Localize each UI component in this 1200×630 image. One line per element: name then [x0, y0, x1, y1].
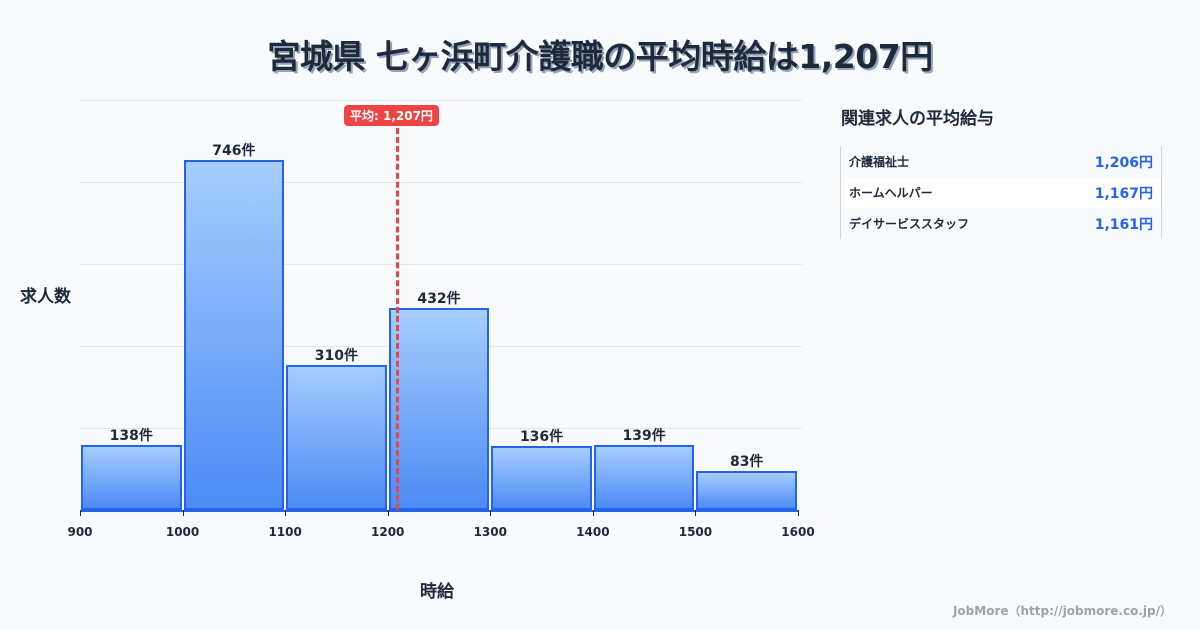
x-tick-label: 1000 — [165, 525, 200, 539]
x-tick-label: 900 — [67, 525, 93, 539]
related-job-row: 介護福祉士 1,206円 — [841, 146, 1161, 177]
bar-value-label: 310件 — [314, 347, 359, 364]
footer-credit: JobMore（http://jobmore.co.jp/） — [952, 604, 1172, 618]
histogram-bar — [183, 160, 285, 510]
histogram-bar — [593, 444, 695, 510]
x-tick — [490, 510, 492, 516]
x-tick — [695, 510, 697, 516]
average-badge: 平均: 1,207円 — [344, 105, 439, 126]
page-title: 宮城県 七ヶ浜町介護職の平均時給は1,207円 — [267, 37, 933, 76]
x-tick-label: 1600 — [781, 525, 815, 539]
related-job-row: ホームヘルパー 1,167円 — [841, 177, 1161, 208]
job-name: ホームヘルパー — [849, 186, 933, 200]
x-tick-label: 1400 — [576, 525, 610, 539]
x-tick — [592, 510, 594, 516]
related-jobs-title: 関連求人の平均給与 — [841, 109, 994, 129]
histogram-plot: 138件 746件 310件 432件 136件 139件 83件 — [80, 100, 802, 510]
x-tick-label: 1500 — [678, 525, 713, 539]
x-tick-label: 1200 — [371, 525, 405, 539]
average-line — [396, 128, 399, 510]
x-tick — [285, 510, 287, 516]
x-axis — [80, 510, 798, 512]
bar-value-label: 432件 — [417, 290, 461, 307]
histogram-bar — [81, 445, 182, 510]
gridline — [80, 100, 802, 101]
bar-value-label: 139件 — [622, 427, 666, 444]
job-name: デイサービススタッフ — [849, 217, 970, 231]
bar-value-label: 138件 — [109, 428, 153, 445]
histogram-bar — [286, 364, 387, 510]
x-tick-label: 1300 — [473, 525, 507, 539]
gridline — [80, 264, 802, 265]
histogram-bar — [696, 471, 797, 510]
related-jobs-table: 介護福祉士 1,206円 ホームヘルパー 1,167円 デイサービススタッフ 1… — [840, 146, 1162, 239]
x-axis-label: 時給 — [420, 582, 454, 602]
job-name: 介護福祉士 — [849, 155, 910, 169]
bar-value-label: 136件 — [519, 429, 564, 446]
x-tick — [798, 510, 799, 516]
x-tick — [80, 510, 81, 516]
histogram-bar — [388, 307, 490, 510]
bar-value-label: 83件 — [729, 454, 764, 471]
job-wage: 1,161円 — [1094, 216, 1153, 233]
x-tick-label: 1100 — [268, 525, 302, 539]
job-wage: 1,206円 — [1094, 154, 1153, 171]
related-job-row: デイサービススタッフ 1,161円 — [841, 208, 1161, 239]
x-tick — [182, 510, 184, 516]
bar-value-label: 746件 — [212, 143, 256, 160]
x-tick — [387, 510, 389, 516]
histogram-bar — [491, 446, 592, 510]
gridline — [80, 182, 802, 183]
job-wage: 1,167円 — [1094, 185, 1153, 202]
y-axis-label: 求人数 — [20, 287, 71, 307]
